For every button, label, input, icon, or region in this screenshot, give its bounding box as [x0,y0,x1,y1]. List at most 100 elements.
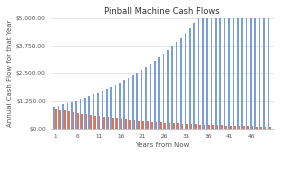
Bar [234,126,236,129]
Bar [84,98,86,129]
Bar [154,61,156,129]
Bar [269,127,271,129]
Bar [112,118,114,129]
Bar [252,126,253,129]
Bar [134,120,135,129]
Bar [241,0,243,129]
Bar [107,117,109,129]
Bar [54,107,55,129]
Bar [191,124,192,129]
Bar [195,124,197,129]
Bar [261,127,262,129]
Bar [206,6,208,129]
Bar [72,112,74,129]
Bar [176,42,177,129]
Bar [158,57,160,129]
Bar [230,126,232,129]
Bar [169,123,170,129]
Bar [233,0,234,129]
Bar [128,78,129,129]
Bar [60,110,61,129]
Bar [186,124,188,129]
Bar [94,116,96,129]
Bar [268,0,269,129]
Bar [99,116,100,129]
Bar [156,122,157,129]
Bar [142,121,144,129]
Bar [204,125,205,129]
Bar [180,38,182,129]
Bar [189,28,191,129]
Bar [68,111,70,129]
Bar [103,117,105,129]
Bar [246,0,247,129]
Bar [259,0,261,129]
Bar [62,104,64,129]
Bar [177,123,179,129]
Bar [141,70,142,129]
Bar [151,122,153,129]
Bar [123,80,125,129]
Bar [114,85,116,129]
Bar [106,89,107,129]
Bar [81,114,83,129]
Bar [80,99,81,129]
Bar [263,0,265,129]
Bar [226,126,227,129]
Bar [199,125,201,129]
Bar [67,103,68,129]
Bar [89,96,90,129]
Bar [265,127,266,129]
Bar [160,122,162,129]
Bar [215,0,217,129]
Bar [198,18,199,129]
Bar [224,0,226,129]
Bar [110,87,112,129]
Bar [119,83,121,129]
Bar [77,113,79,129]
Bar [145,67,147,129]
Bar [90,115,92,129]
Bar [75,101,77,129]
Bar [138,120,140,129]
Bar [184,33,186,129]
Bar [132,76,134,129]
Bar [228,0,230,129]
Bar [247,126,249,129]
Bar [250,0,252,129]
Bar [221,125,223,129]
Bar [86,114,87,129]
Bar [171,46,173,129]
Bar [173,123,175,129]
Bar [167,50,169,129]
Bar [125,119,127,129]
Bar [116,118,118,129]
Bar [217,125,219,129]
Bar [97,93,99,129]
Bar [147,121,149,129]
Bar [239,126,240,129]
Bar [71,102,72,129]
Y-axis label: Annual Cash Flow for that Year: Annual Cash Flow for that Year [7,20,13,127]
Bar [182,124,184,129]
Bar [237,0,239,129]
Bar [121,119,122,129]
Bar [202,12,204,129]
X-axis label: Years from Now: Years from Now [135,142,189,147]
Bar [102,91,103,129]
Bar [211,0,212,129]
Bar [256,127,258,129]
Bar [129,120,131,129]
Bar [219,0,221,129]
Bar [55,109,57,129]
Bar [93,95,94,129]
Bar [208,125,210,129]
Bar [149,64,151,129]
Title: Pinball Machine Cash Flows: Pinball Machine Cash Flows [104,7,220,16]
Bar [254,0,256,129]
Bar [193,23,195,129]
Bar [164,123,166,129]
Bar [136,73,138,129]
Bar [212,125,214,129]
Bar [243,126,244,129]
